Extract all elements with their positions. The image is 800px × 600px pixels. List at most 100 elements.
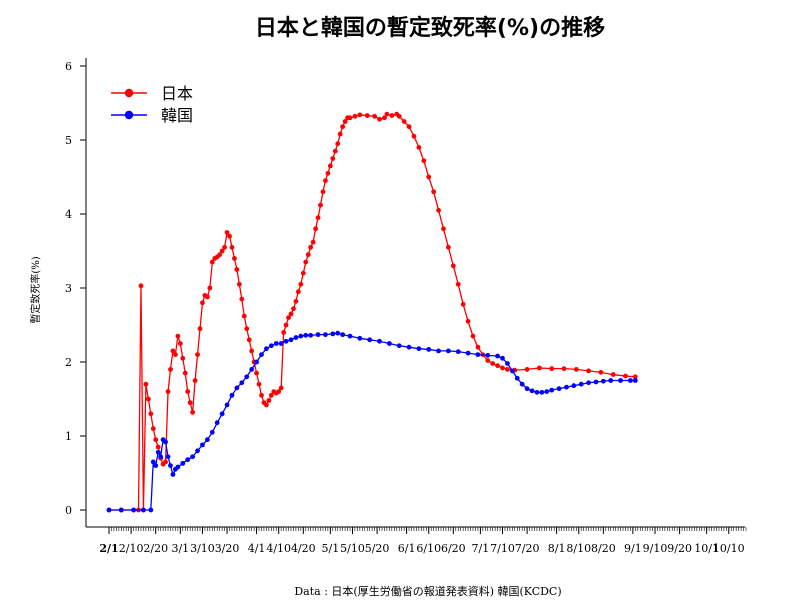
data-point [168, 367, 173, 372]
data-point [153, 463, 159, 468]
data-point [490, 361, 496, 366]
data-point [177, 341, 183, 346]
data-point [386, 341, 392, 346]
data-point [342, 119, 348, 124]
data-point [628, 378, 633, 383]
data-point [561, 366, 567, 372]
data-point [180, 460, 186, 466]
x-tick-label: 6/20 [441, 542, 466, 555]
axes [85, 58, 745, 528]
x-tick-label: 9/10 [643, 542, 668, 555]
x-tick-label: 10/10 [713, 542, 745, 555]
data-point [224, 230, 230, 235]
data-point [163, 459, 168, 465]
data-point [249, 367, 255, 372]
x-tick-label: 2/20 [143, 542, 168, 555]
data-point [529, 388, 535, 394]
data-point [564, 384, 569, 390]
data-point [264, 402, 269, 408]
data-point [234, 267, 240, 272]
data-point [332, 148, 338, 154]
data-point [219, 248, 225, 254]
data-point [308, 244, 314, 250]
data-point [163, 439, 168, 445]
x-tick-label: 5/20 [365, 542, 390, 555]
x-tick-label: 2/10 [119, 542, 144, 555]
data-point [465, 318, 471, 324]
data-point [495, 353, 500, 359]
data-point [485, 358, 491, 363]
data-point [586, 380, 591, 386]
data-point [246, 337, 252, 343]
data-point [623, 373, 628, 379]
data-point [416, 346, 422, 352]
data-point [241, 313, 247, 319]
data-point [254, 359, 259, 365]
data-point [106, 507, 112, 513]
data-point [259, 352, 264, 357]
data-point [283, 338, 289, 344]
x-tick-label: 5/10 [340, 542, 365, 555]
data-point [610, 372, 616, 377]
legend-marker [124, 88, 134, 98]
data-point [416, 145, 422, 150]
data-point [450, 263, 456, 269]
data-point [175, 333, 181, 339]
data-point [298, 281, 304, 287]
data-point [500, 365, 505, 371]
data-point [118, 507, 124, 513]
data-point [426, 347, 432, 352]
data-point [259, 392, 264, 398]
data-point [411, 133, 417, 139]
data-point [327, 163, 333, 169]
data-point [170, 348, 176, 354]
data-point [192, 378, 198, 383]
x-tick-label: 7/1 [472, 542, 490, 555]
data-point [308, 332, 314, 338]
data-point [234, 385, 240, 391]
data-point [153, 437, 159, 443]
data-point [310, 239, 316, 245]
data-point [291, 306, 296, 312]
data-point [158, 454, 164, 460]
data-point [320, 189, 326, 195]
x-tick-label: 10/1 [694, 542, 719, 555]
y-tick-label: 1 [65, 430, 72, 443]
legend-marker [124, 110, 134, 120]
data-point [313, 226, 318, 232]
x-ticks: 2/1 2/10 2/20 3/1 3/10 3/20 4/1 4/10 4/20 5/1 5/10… [99, 527, 747, 555]
data-point [372, 113, 378, 119]
data-point [505, 367, 510, 372]
y-tick-label: 2 [65, 356, 72, 369]
data-point [347, 115, 353, 121]
data-point [143, 381, 149, 387]
data-point [509, 368, 515, 374]
data-point [340, 332, 346, 338]
x-tick-label: 8/10 [566, 542, 591, 555]
data-point [401, 119, 407, 124]
data-point [347, 333, 353, 339]
data-point [187, 400, 193, 406]
data-point [396, 113, 402, 119]
data-point [335, 330, 341, 336]
legend-label: 日本 [161, 84, 193, 103]
data-point [556, 386, 562, 392]
x-tick-label: 2/1 [99, 542, 118, 555]
data-point [227, 233, 232, 239]
data-point [190, 409, 196, 415]
data-point [150, 459, 156, 465]
source-note: Data : 日本(厚生労働省の報道発表資料) 韓国(KCDC) [294, 584, 561, 598]
data-point [524, 367, 530, 372]
data-point [150, 426, 156, 431]
x-tick-label: 7/10 [490, 542, 515, 555]
data-point [197, 326, 203, 332]
data-point [519, 381, 525, 387]
data-point [155, 449, 161, 455]
data-point [608, 378, 614, 383]
data-point [500, 355, 505, 361]
data-point [384, 111, 390, 117]
data-point [155, 444, 161, 450]
data-point [377, 338, 382, 344]
data-point [505, 361, 510, 366]
